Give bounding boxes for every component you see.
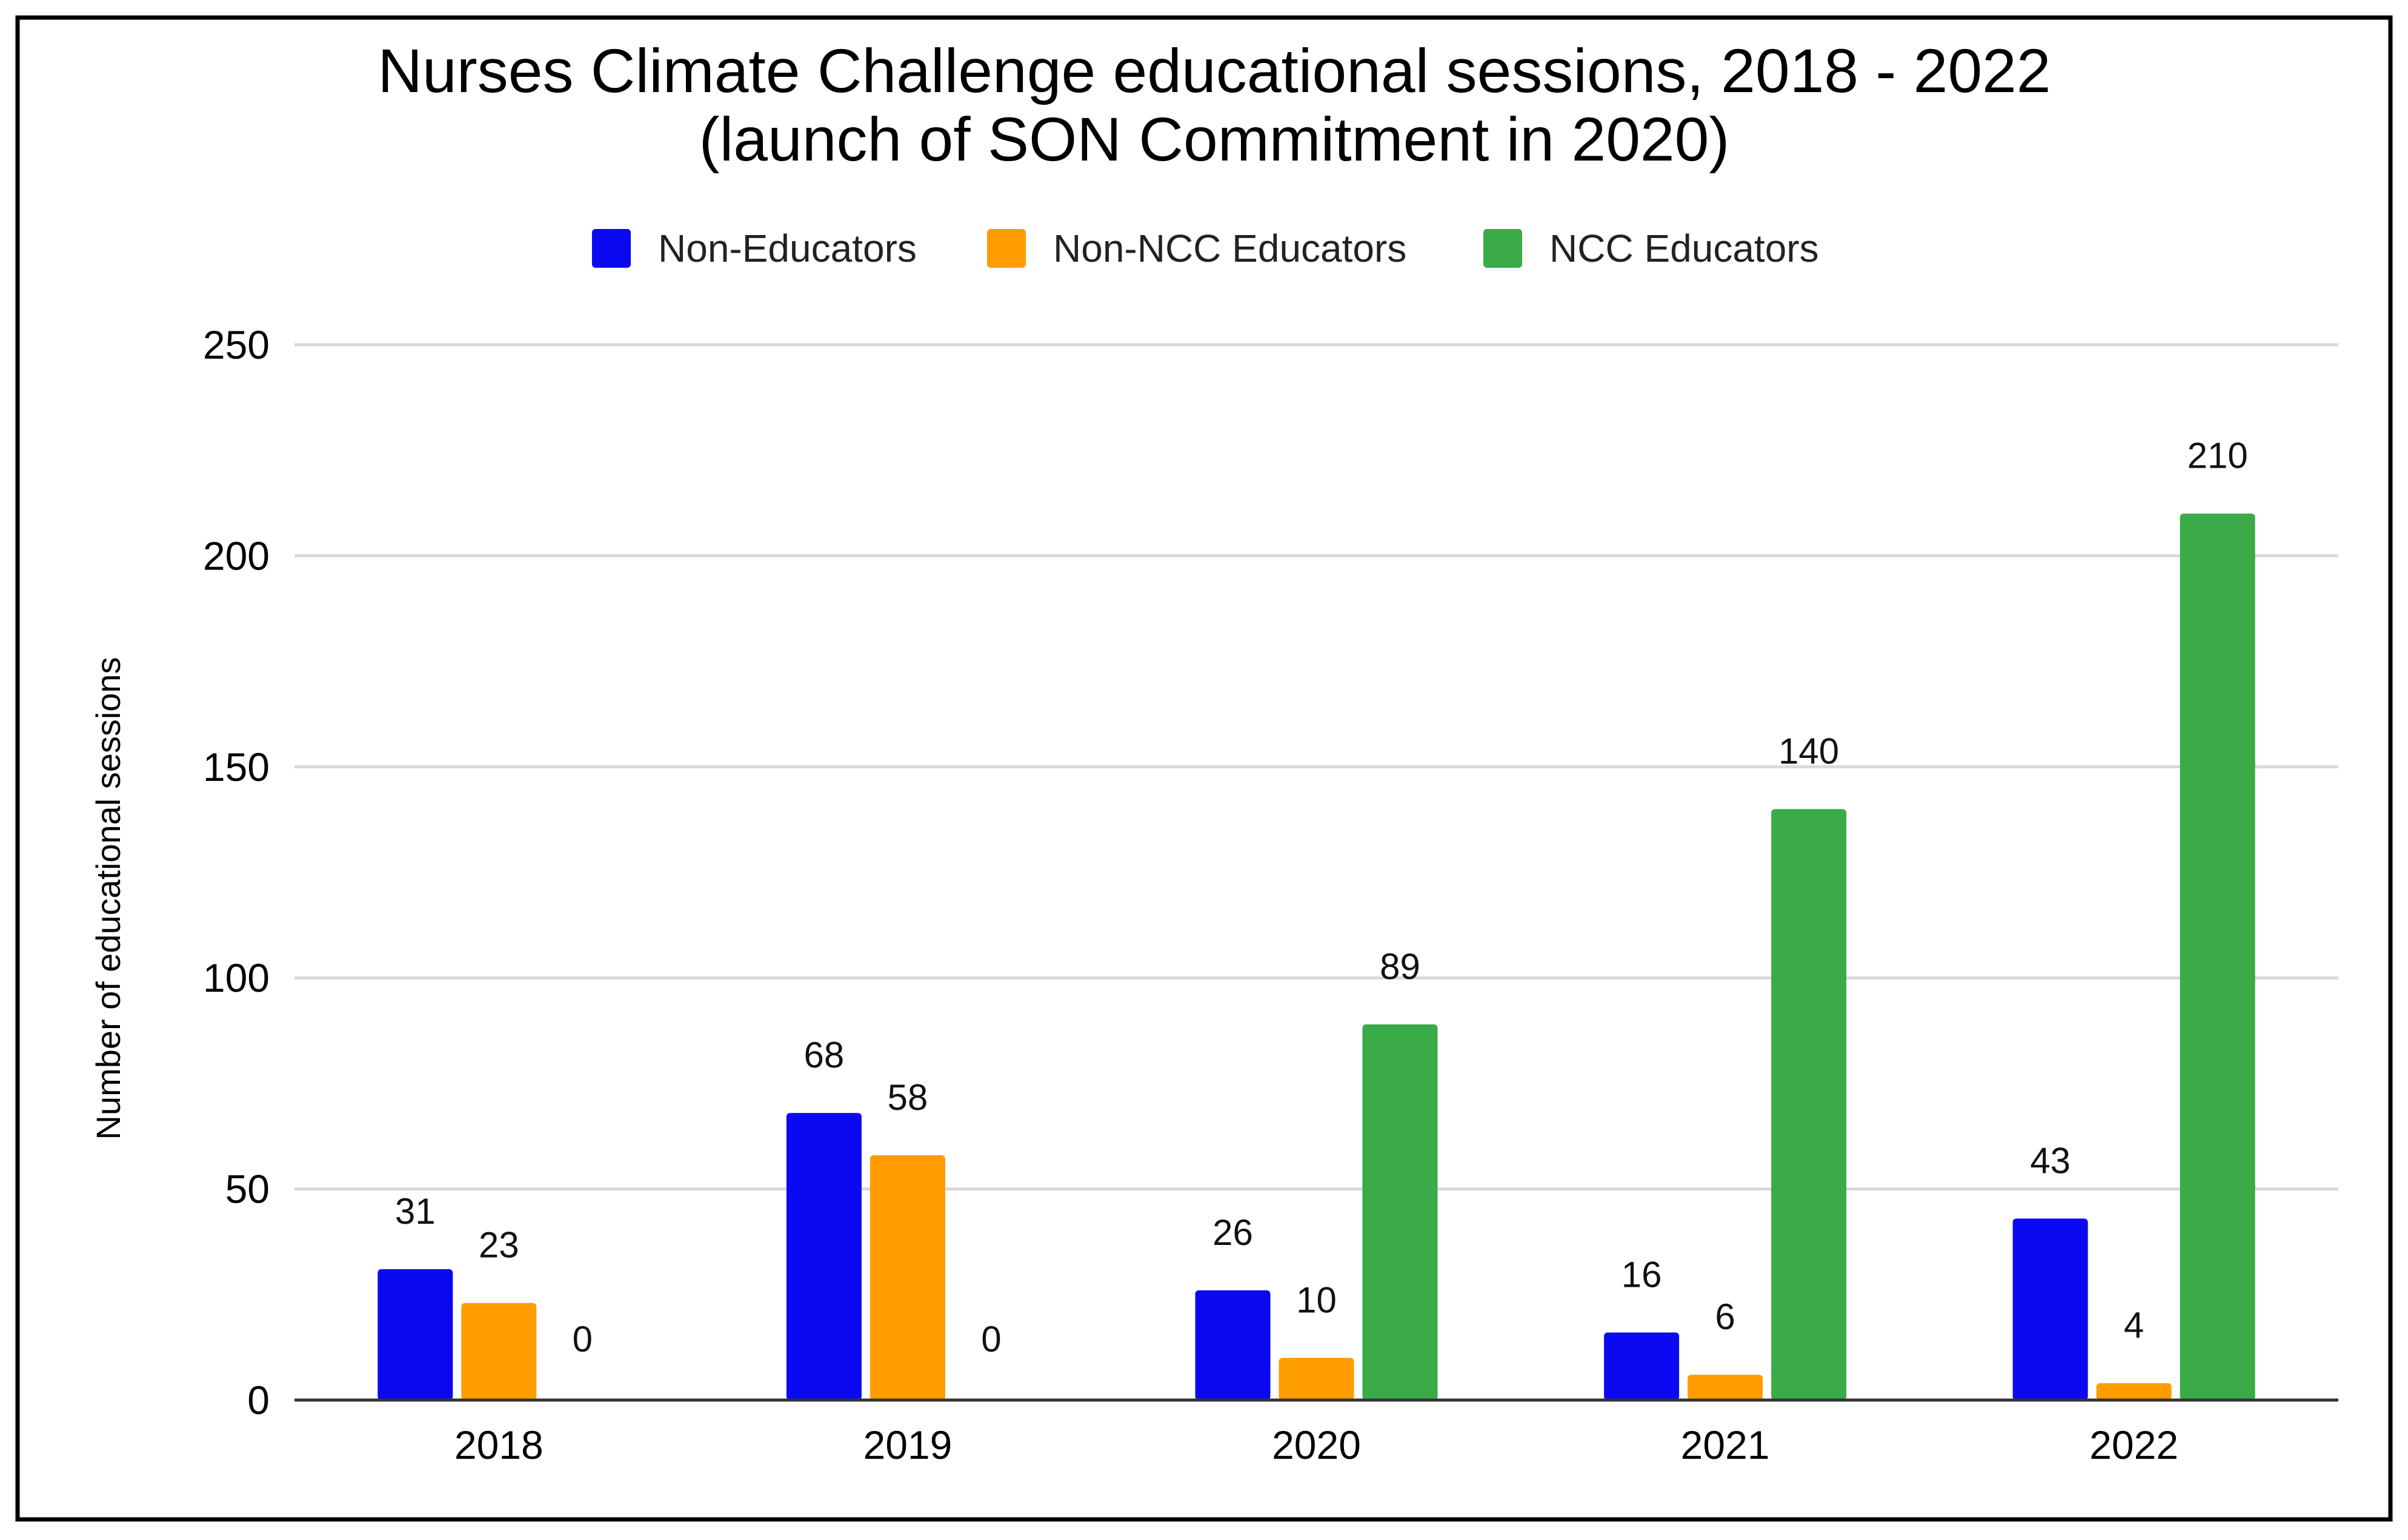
y-tick-label: 100 (203, 955, 270, 1000)
bar (2096, 1383, 2172, 1400)
data-label: 89 (1380, 946, 1420, 987)
data-label: 43 (2030, 1140, 2070, 1181)
data-label: 16 (1621, 1255, 1662, 1295)
y-tick-label: 50 (225, 1167, 270, 1212)
legend-label: Non-NCC Educators (1053, 227, 1406, 270)
x-tick-label: 2022 (2089, 1422, 2178, 1467)
bar (1688, 1375, 1763, 1400)
data-label: 140 (1778, 731, 1839, 771)
data-label: 23 (479, 1225, 519, 1266)
bar (870, 1155, 945, 1400)
data-label: 210 (2187, 436, 2248, 476)
chart-subtitle: (launch of SON Commitment in 2020) (699, 105, 1730, 174)
legend-swatch (987, 229, 1026, 268)
bar (1195, 1290, 1271, 1400)
data-labels: 31 23 0 68 58 0 26 10 89 16 6 140 43 4 210 (395, 436, 2248, 1359)
bar (2012, 1218, 2088, 1400)
y-tick-label: 200 (203, 533, 270, 578)
data-label: 26 (1212, 1212, 1253, 1253)
bar (1279, 1358, 1354, 1400)
x-tick-label: 2020 (1272, 1422, 1361, 1467)
data-label: 6 (1715, 1296, 1735, 1337)
data-label: 68 (804, 1035, 845, 1075)
bar (1362, 1024, 1438, 1400)
bar (2180, 513, 2255, 1400)
chart-title: Nurses Climate Challenge educational ses… (377, 36, 2050, 105)
bar (461, 1303, 537, 1400)
bar (786, 1113, 862, 1400)
bar (1771, 809, 1847, 1400)
y-tick-label: 150 (203, 745, 270, 789)
gridlines (294, 343, 2338, 1191)
chart-frame (15, 15, 2393, 1522)
legend-swatch (1483, 229, 1522, 268)
legend-swatch (592, 229, 631, 268)
x-tick-label: 2019 (863, 1422, 952, 1467)
y-axis-ticks: 0 50 100 150 200 250 (203, 322, 270, 1422)
legend-label: Non-Educators (658, 227, 917, 270)
data-label: 4 (2124, 1305, 2144, 1346)
data-label: 0 (573, 1319, 593, 1359)
y-tick-label: 250 (203, 322, 270, 367)
data-label: 10 (1296, 1279, 1337, 1320)
bar (377, 1269, 453, 1400)
legend-label: NCC Educators (1549, 227, 1819, 270)
legend: Non-Educators Non-NCC Educators NCC Educat… (592, 227, 1819, 270)
bars (377, 513, 2255, 1400)
bar (1604, 1332, 1680, 1400)
data-label: 58 (888, 1077, 928, 1118)
y-axis-label: Number of educational sessions (89, 657, 127, 1140)
x-tick-label: 2018 (454, 1422, 544, 1467)
data-label: 31 (395, 1191, 436, 1232)
data-label: 0 (981, 1319, 1001, 1359)
x-axis-ticks: 2018 2019 2020 2021 2022 (454, 1422, 2178, 1467)
x-tick-label: 2021 (1681, 1422, 1770, 1467)
y-tick-label: 0 (247, 1378, 270, 1422)
